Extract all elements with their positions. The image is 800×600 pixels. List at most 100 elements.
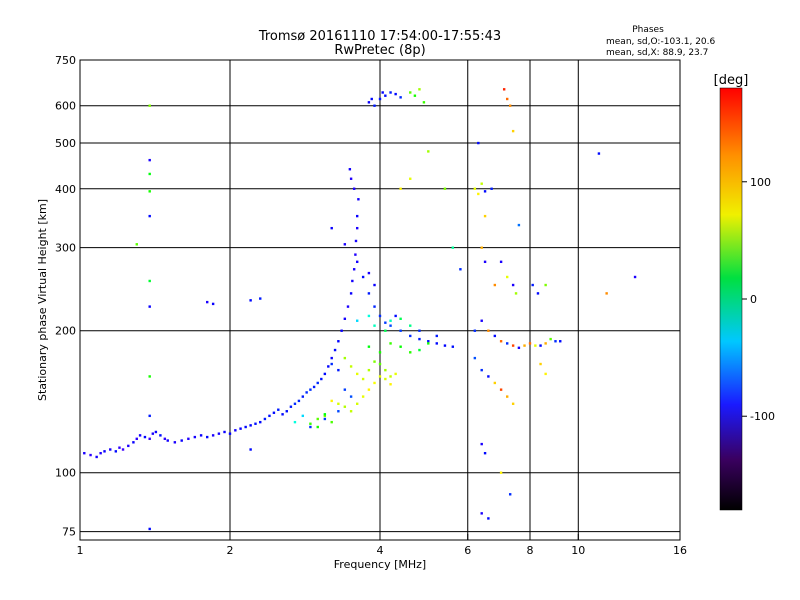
data-point <box>337 340 340 343</box>
data-point <box>263 417 267 421</box>
data-point <box>435 334 438 338</box>
data-point <box>349 410 353 413</box>
data-point <box>211 302 215 306</box>
data-point <box>272 411 276 414</box>
data-point <box>148 375 151 378</box>
x-tick-label: 1 <box>77 544 84 557</box>
data-point <box>301 414 305 418</box>
data-point <box>281 413 284 416</box>
data-point <box>316 417 319 421</box>
data-point <box>427 150 430 153</box>
data-point <box>355 260 359 264</box>
data-point <box>459 268 462 271</box>
data-point <box>493 334 497 338</box>
data-point <box>355 372 359 376</box>
data-point <box>473 187 477 190</box>
data-point <box>483 190 487 193</box>
data-point <box>340 329 343 332</box>
data-point <box>148 527 151 531</box>
data-point <box>89 453 92 457</box>
data-point <box>394 314 397 318</box>
data-point <box>559 340 562 343</box>
data-point <box>135 243 138 246</box>
data-point <box>361 275 365 279</box>
data-point <box>127 444 130 448</box>
data-point <box>367 314 371 318</box>
data-point <box>349 365 353 368</box>
data-point <box>451 246 455 249</box>
data-point <box>330 399 333 403</box>
data-point <box>597 152 601 155</box>
data-point <box>148 414 151 418</box>
data-point <box>409 91 412 94</box>
data-point <box>399 345 402 348</box>
data-point <box>323 417 327 421</box>
data-point <box>399 317 402 320</box>
data-point <box>381 91 384 94</box>
data-point <box>399 329 402 332</box>
data-point <box>370 97 373 101</box>
y-tick-label: 75 <box>62 526 76 539</box>
data-point <box>378 362 382 366</box>
y-tick-label: 600 <box>55 100 76 113</box>
data-point <box>378 351 382 354</box>
data-point <box>373 305 376 308</box>
data-point <box>373 381 376 385</box>
data-point <box>249 299 252 302</box>
data-point <box>384 368 387 372</box>
colorbar-tick-label: -100 <box>750 410 775 423</box>
data-point <box>473 356 477 360</box>
y-tick-label: 100 <box>55 467 76 480</box>
data-point <box>505 97 509 101</box>
colorbar <box>719 87 743 511</box>
data-point <box>480 512 483 515</box>
data-point <box>249 424 252 427</box>
chart-title: Tromsø 20161110 17:54:00-17:55:43 <box>258 29 501 44</box>
data-point <box>148 305 151 308</box>
data-point <box>422 101 426 104</box>
data-point <box>351 279 354 283</box>
data-point <box>254 422 257 425</box>
data-point <box>389 383 392 386</box>
x-tick-label: 4 <box>377 544 384 557</box>
data-point <box>349 395 353 398</box>
data-point <box>409 334 412 338</box>
data-point <box>361 395 365 398</box>
data-point <box>355 402 359 405</box>
data-point <box>180 439 183 442</box>
data-point <box>536 292 540 295</box>
data-point <box>384 94 387 97</box>
data-point <box>505 342 509 345</box>
y-tick-label: 750 <box>55 54 76 67</box>
data-point <box>517 223 521 227</box>
data-point <box>151 432 155 435</box>
data-point <box>443 187 447 190</box>
data-point <box>373 283 376 287</box>
data-point <box>511 344 515 347</box>
data-point <box>249 448 252 451</box>
data-point <box>367 368 371 372</box>
data-point <box>477 141 480 145</box>
data-point <box>378 314 382 318</box>
data-point <box>480 182 483 185</box>
data-point <box>502 88 506 91</box>
y-tick-label: 400 <box>55 183 76 196</box>
y-tick-label: 200 <box>55 325 76 338</box>
colorbar-tick-label: 100 <box>750 176 771 189</box>
data-point <box>357 198 360 201</box>
data-point <box>355 214 359 218</box>
data-point <box>534 344 537 347</box>
data-point <box>352 268 356 271</box>
data-point <box>418 337 421 341</box>
data-point <box>277 408 280 411</box>
data-point <box>138 434 142 437</box>
data-point <box>554 340 557 343</box>
data-point <box>435 342 438 345</box>
data-point <box>605 292 608 295</box>
data-point <box>355 319 359 322</box>
data-point <box>413 94 417 97</box>
data-point <box>337 402 340 405</box>
data-point <box>349 177 353 180</box>
data-point <box>148 104 151 107</box>
data-point <box>95 455 98 459</box>
